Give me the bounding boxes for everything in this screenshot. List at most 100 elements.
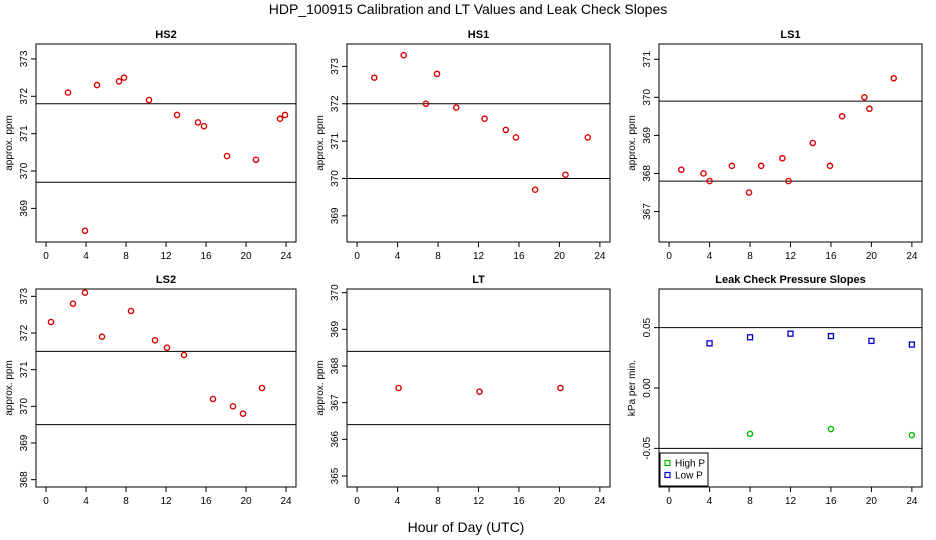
x-tick-label: 0: [354, 496, 360, 507]
data-point: [706, 177, 713, 185]
y-tick-label: 370: [330, 170, 341, 187]
y-tick-label: 370: [330, 284, 341, 301]
legend-marker: [664, 459, 671, 467]
x-tick-label: 16: [825, 496, 837, 507]
x-tick-label: 24: [906, 251, 918, 262]
panel-title: LS2: [156, 274, 176, 286]
legend-box: [659, 452, 709, 487]
x-tick-label: 16: [513, 251, 525, 262]
plot-frame: [658, 43, 923, 243]
data-point: [827, 332, 835, 340]
y-tick-label: 370: [642, 89, 653, 106]
y-tick-label: 373: [19, 288, 30, 305]
y-tick-label: -0.05: [642, 437, 653, 460]
y-tick-label: 372: [19, 324, 30, 341]
data-point: [252, 156, 260, 164]
x-tick-label: 16: [200, 496, 212, 507]
y-tick-label: 371: [642, 50, 653, 67]
x-tick-label: 24: [594, 251, 606, 262]
x-tick-label: 12: [785, 251, 797, 262]
data-point: [194, 119, 202, 126]
y-tick-label: 372: [330, 95, 341, 112]
data-point: [281, 111, 289, 119]
x-tick-label: 20: [554, 496, 566, 507]
y-tick-label: 368: [642, 165, 653, 182]
data-point: [395, 384, 402, 392]
y-tick-label: 369: [19, 200, 30, 217]
panel-4: LS2 0 4 8 12 16 20 24 368 369 370 371 372 373 approx. …: [4, 274, 297, 507]
y-tick-label: 365: [330, 467, 341, 484]
x-tick-label: 8: [123, 251, 129, 262]
y-tick-label: 373: [330, 58, 341, 75]
panel-5: LT 0 4 8 12 16 20 24 365 366 367 368 369 370 approx. p…: [315, 274, 611, 507]
data-point: [223, 152, 231, 160]
series-high-p: [746, 425, 916, 439]
data-point: [481, 115, 488, 123]
plot-frame: [346, 288, 611, 488]
data-point: [81, 227, 89, 235]
series-ls1: [677, 74, 897, 196]
figure-xlabel: Hour of Day (UTC): [408, 519, 525, 535]
data-point: [809, 139, 817, 147]
data-point: [785, 177, 792, 185]
x-tick-label: 24: [280, 251, 292, 262]
legend-label: Low P: [675, 471, 703, 482]
data-point: [93, 81, 101, 89]
data-point: [69, 300, 77, 307]
data-point: [728, 162, 736, 170]
x-tick-label: 4: [707, 251, 713, 262]
x-tick-label: 12: [160, 251, 172, 262]
data-point: [746, 334, 754, 341]
y-tick-label: 371: [19, 361, 30, 378]
x-tick-label: 4: [395, 496, 401, 507]
data-point: [173, 111, 181, 119]
data-point: [757, 162, 765, 170]
x-tick-label: 4: [83, 251, 89, 262]
data-point: [239, 410, 247, 417]
y-axis-label: approx. ppm: [627, 115, 638, 171]
panel-title: LT: [472, 274, 485, 286]
panels: HS2 0 4 8 12 16 20 24 369 370 371 372 373 approx. ppm…: [4, 29, 923, 507]
y-axis-label: approx. ppm: [4, 360, 15, 416]
data-point: [127, 307, 135, 315]
x-tick-label: 24: [280, 496, 292, 507]
x-tick-label: 4: [395, 251, 401, 262]
data-point: [180, 351, 188, 359]
y-tick-label: 368: [19, 471, 30, 488]
panel-1: HS2 0 4 8 12 16 20 24 369 370 371 372 373 approx. ppm: [4, 29, 297, 262]
series-ls2: [47, 289, 266, 417]
data-point: [562, 171, 569, 179]
x-tick-label: 12: [785, 496, 797, 507]
x-tick-label: 0: [666, 496, 672, 507]
data-point: [584, 134, 592, 141]
y-tick-label: 369: [19, 434, 30, 451]
x-tick-label: 20: [866, 251, 878, 262]
y-axis-label: kPa per min.: [627, 360, 638, 416]
y-axis-label: approx. ppm: [315, 360, 326, 416]
data-point: [826, 162, 834, 170]
x-tick-label: 12: [473, 496, 485, 507]
data-point: [371, 74, 378, 81]
legend-marker: [664, 471, 671, 479]
x-tick-label: 20: [240, 251, 252, 262]
data-point: [452, 104, 460, 111]
x-tick-label: 8: [747, 496, 753, 507]
x-tick-label: 4: [707, 496, 713, 507]
x-tick-label: 20: [240, 496, 252, 507]
x-tick-label: 0: [43, 496, 49, 507]
x-tick-label: 20: [866, 496, 878, 507]
y-tick-label: 370: [19, 162, 30, 179]
x-tick-label: 16: [825, 251, 837, 262]
data-point: [209, 395, 217, 403]
y-tick-label: 372: [19, 88, 30, 105]
data-point: [787, 330, 794, 337]
plot-frame: [35, 288, 297, 488]
x-tick-label: 4: [83, 496, 89, 507]
x-tick-label: 0: [43, 251, 49, 262]
x-tick-label: 24: [594, 496, 606, 507]
x-tick-label: 0: [666, 251, 672, 262]
y-tick-label: 369: [330, 207, 341, 224]
y-tick-label: 366: [330, 431, 341, 448]
y-axis-label: approx. ppm: [4, 115, 15, 171]
